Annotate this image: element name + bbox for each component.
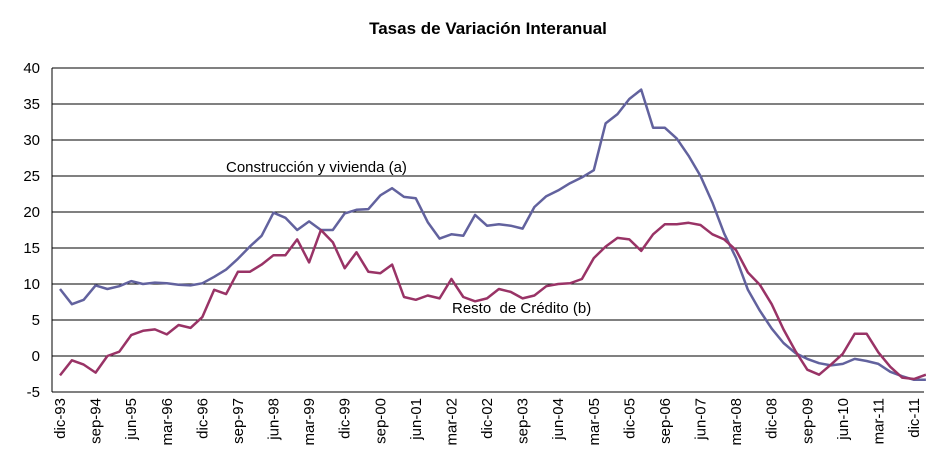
x-tick-label: sep-97	[230, 398, 247, 444]
y-tick-label: 0	[32, 348, 40, 365]
x-tick-label: jun-98	[266, 398, 283, 441]
x-tick-label: dic-02	[479, 398, 496, 439]
series-line	[59, 221, 926, 381]
x-tick-label: jun-01	[408, 398, 425, 441]
x-tick-label: mar-08	[728, 398, 745, 446]
y-tick-label: 10	[23, 276, 40, 293]
y-tick-label: 25	[23, 168, 40, 185]
series-label: Construcción y vivienda (a)	[226, 159, 407, 176]
x-tick-label: mar-05	[586, 398, 603, 446]
y-tick-label: 35	[23, 96, 40, 113]
x-tick-label: sep-94	[88, 398, 105, 444]
x-tick-label: mar-02	[443, 398, 460, 446]
x-tick-label: jun-07	[693, 398, 710, 441]
y-tick-label: 20	[23, 204, 40, 221]
series-line	[59, 88, 926, 382]
x-tick-label: sep-06	[657, 398, 674, 444]
x-tick-label: sep-09	[799, 398, 816, 444]
x-tick-label: jun-95	[123, 398, 140, 441]
x-tick-label: mar-99	[301, 398, 318, 446]
x-tick-label: dic-96	[194, 398, 211, 439]
x-tick-label: sep-03	[515, 398, 532, 444]
x-tick-label: sep-00	[372, 398, 389, 444]
y-tick-label: 5	[32, 312, 40, 329]
y-tick-label: 30	[23, 132, 40, 149]
y-tick-label: -5	[27, 384, 40, 401]
x-tick-label: dic-11	[906, 398, 923, 438]
x-tick-label: mar-11	[870, 398, 887, 444]
y-tick-label: 40	[23, 60, 40, 77]
chart-title: Tasas de Variación Interanual	[369, 19, 607, 38]
series-label: Resto de Crédito (b)	[452, 300, 591, 317]
x-tick-label: dic-08	[764, 398, 781, 439]
x-tick-label: dic-05	[621, 398, 638, 439]
x-tick-label: jun-10	[835, 398, 852, 441]
x-tick-label: mar-96	[159, 398, 176, 446]
x-tick-label: dic-93	[52, 398, 69, 439]
x-tick-label: jun-04	[550, 398, 567, 441]
x-tick-label: dic-99	[337, 398, 354, 439]
y-tick-label: 15	[23, 240, 40, 257]
